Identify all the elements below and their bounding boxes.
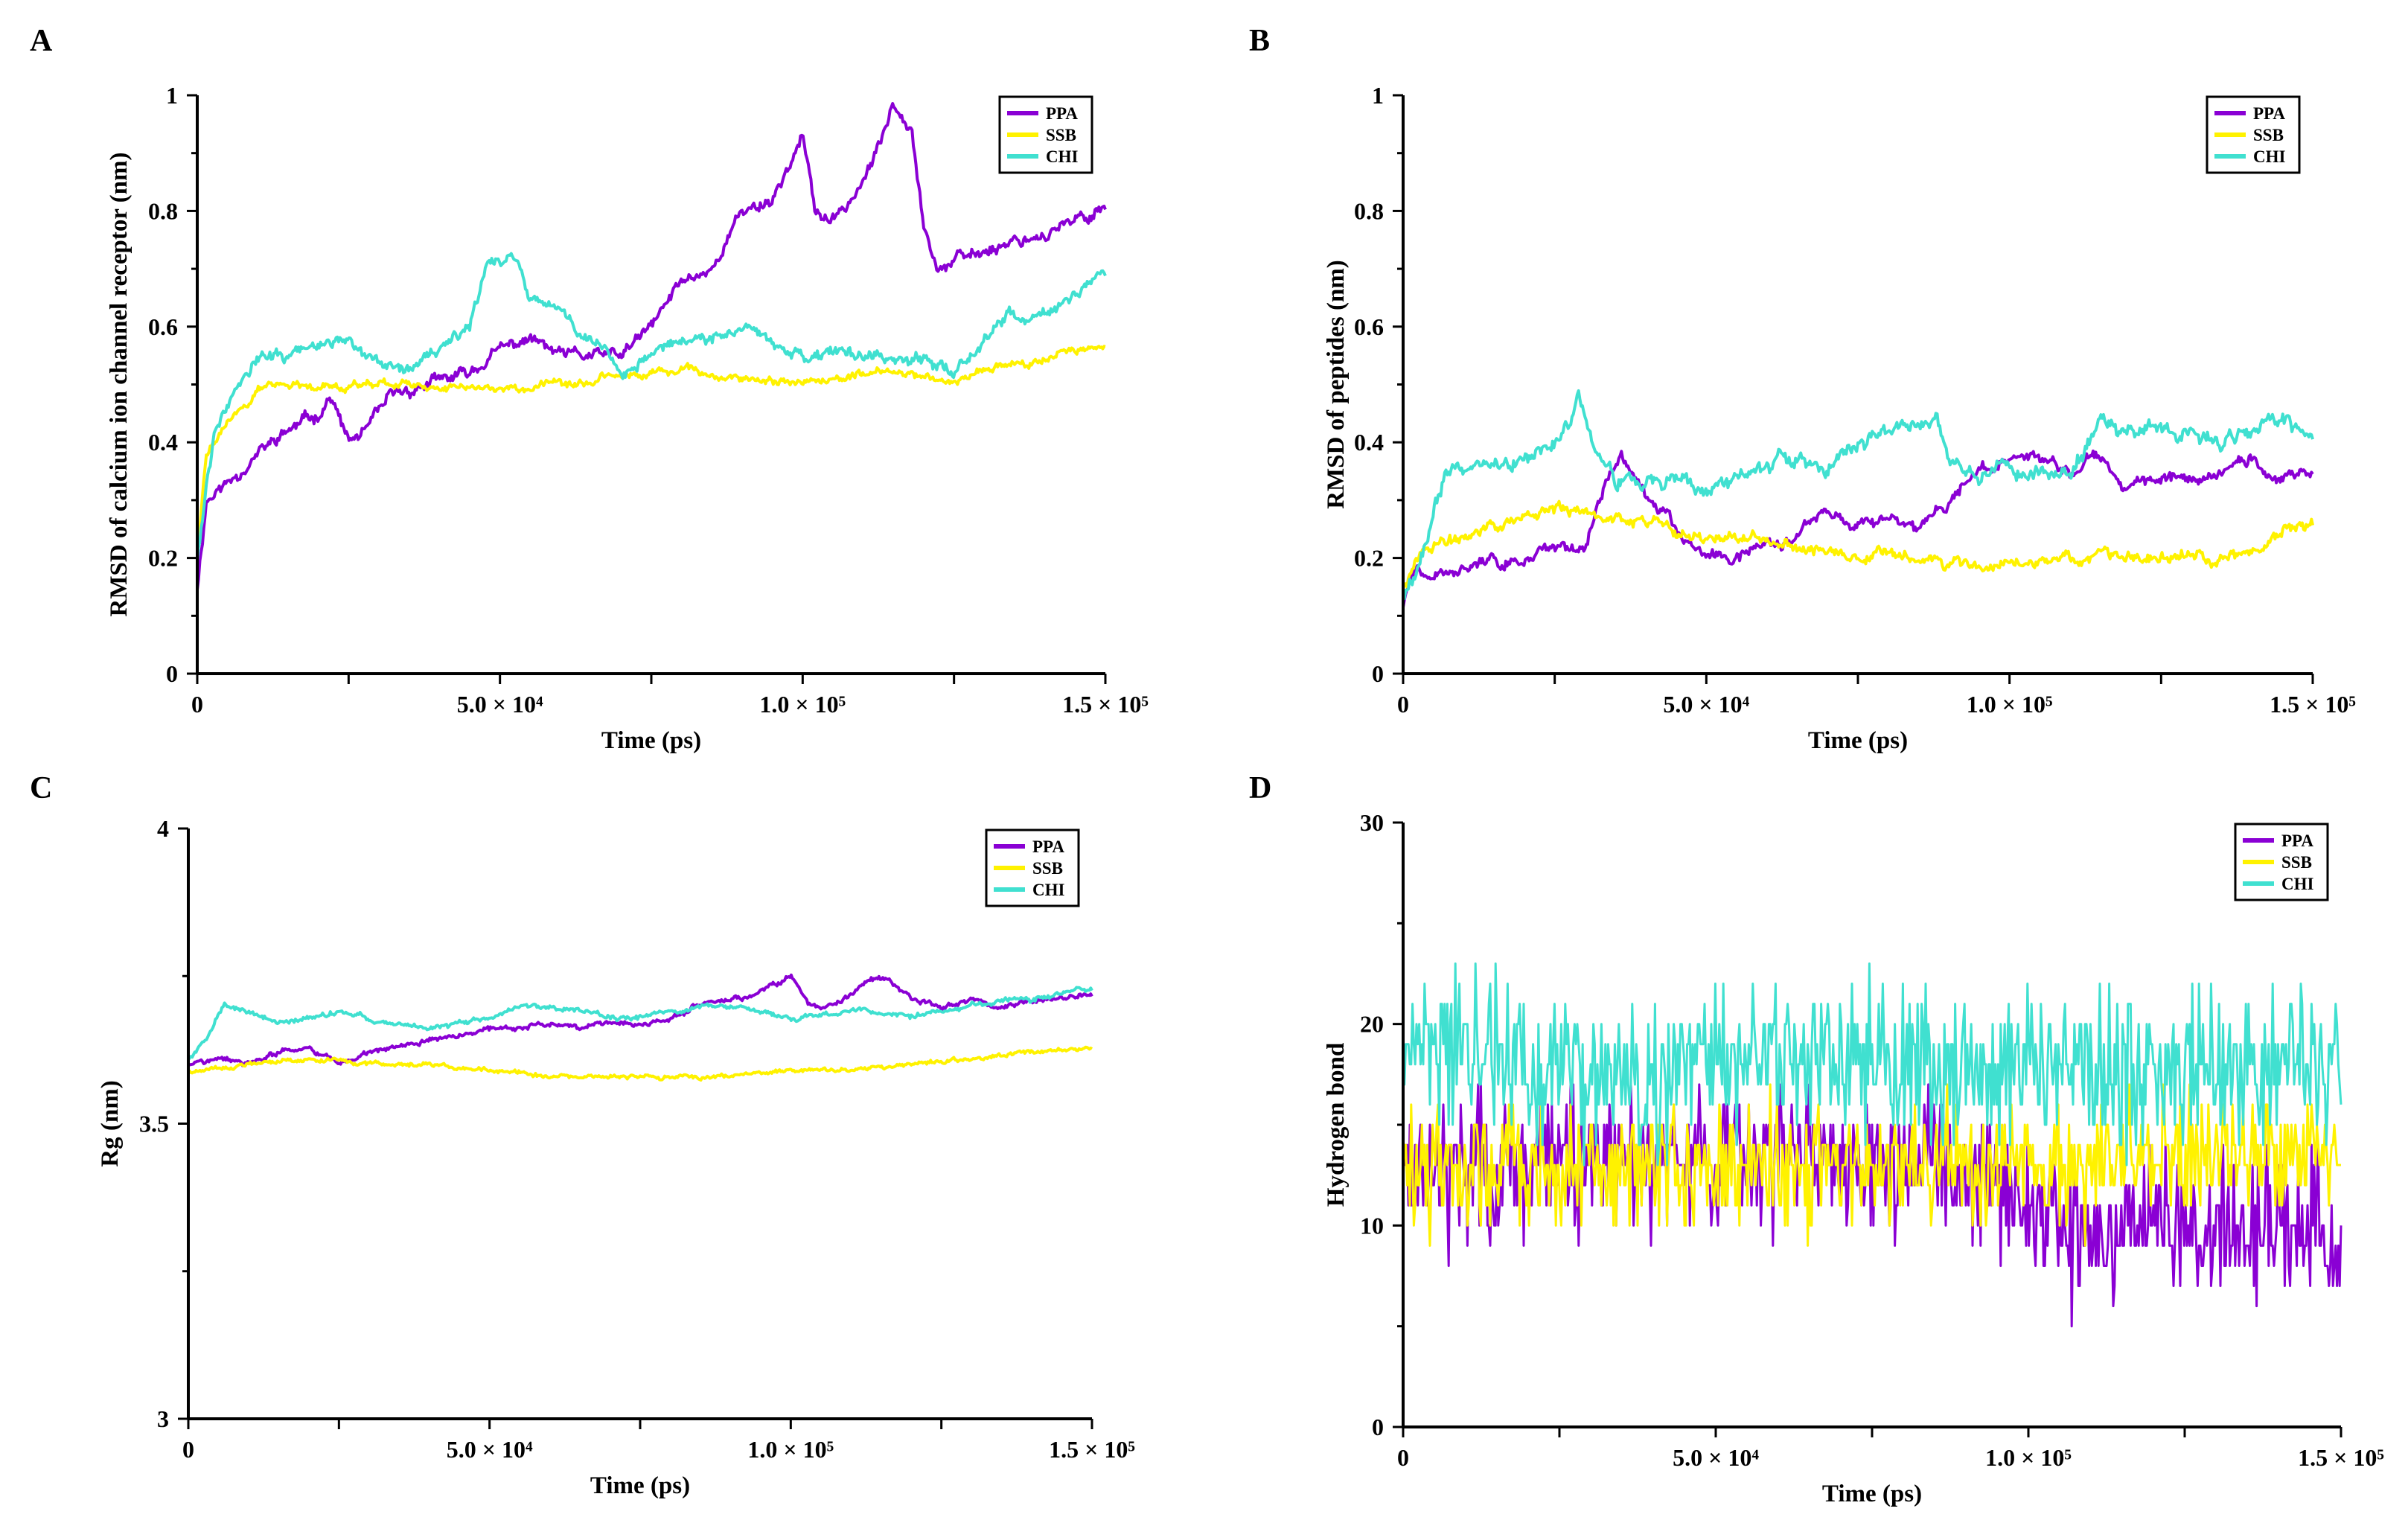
series-line-d-ssb: [1403, 1083, 2341, 1247]
x-tick-label-c: 1.5 × 10⁵: [1049, 1436, 1135, 1463]
legend-b: PPA SSB CHI: [2206, 95, 2301, 174]
x-tick-label-c: 1.0 × 10⁵: [747, 1436, 834, 1463]
y-tick-label-a: 0: [166, 660, 178, 687]
y-tick-label-c: 3.5: [139, 1111, 169, 1137]
y-tick-label-b: 0.8: [1354, 197, 1384, 224]
x-tick-label-a: 0: [191, 691, 203, 718]
y-tick-label-b: 0.6: [1354, 313, 1384, 340]
legend-a: PPA SSB CHI: [998, 95, 1093, 174]
legend-label-b-chi: CHI: [2253, 147, 2286, 166]
y-tick-label-a: 0.4: [148, 429, 178, 456]
y-tick-label-b: 0.4: [1354, 429, 1384, 456]
x-tick-label-d: 1.0 × 10⁵: [1985, 1444, 2072, 1471]
legend-label-b-ppa: PPA: [2253, 104, 2285, 123]
y-tick-label-d: 30: [1360, 809, 1384, 836]
series-line-a-ppa: [197, 102, 1107, 590]
legend-label-a-chi: CHI: [1046, 147, 1079, 166]
series-line-a-chi: [197, 252, 1107, 561]
panel-letter-c: C: [30, 771, 52, 805]
legend-label-a-ssb: SSB: [1046, 126, 1076, 144]
series-group-b: [1403, 389, 2314, 608]
x-tick-label-d: 5.0 × 10⁴: [1673, 1444, 1759, 1471]
y-axis-title-d: Hydrogen bond: [1323, 1043, 1350, 1207]
series-group-c: [188, 973, 1093, 1082]
legend-label-a-ppa: PPA: [1046, 104, 1078, 123]
x-axis-title-d: Time (ps): [1822, 1481, 1922, 1507]
legend-c: PPA SSB CHI: [985, 828, 1080, 907]
x-axis-title-b: Time (ps): [1808, 727, 1908, 754]
x-tick-label-a: 1.0 × 10⁵: [759, 691, 846, 718]
chart-a: 0 5.0 × 10⁴ 1.0 × 10⁵ 1.5 × 10⁵ 0 0.2 0.4 0.6 0.…: [106, 82, 1149, 754]
y-tick-label-b: 0.2: [1354, 545, 1384, 572]
series-line-d-chi: [1403, 962, 2342, 1166]
x-tick-label-a: 1.5 × 10⁵: [1062, 691, 1149, 718]
x-tick-label-d: 0: [1397, 1444, 1409, 1471]
y-axis-title-a: RMSD of calcium ion channel receptor (nm…: [106, 153, 132, 617]
series-group-d: [1403, 962, 2342, 1328]
y-tick-label-a: 0.6: [148, 313, 178, 340]
series-line-d-ppa: [1403, 1083, 2342, 1328]
legend-label-d-ppa: PPA: [2281, 831, 2313, 850]
x-tick-label-b: 0: [1397, 691, 1409, 718]
panel-letter-b: B: [1249, 24, 1270, 58]
panel-letter-a: A: [30, 24, 53, 58]
y-tick-label-c: 4: [157, 815, 169, 842]
legend-label-d-chi: CHI: [2281, 875, 2314, 893]
series-line-b-chi: [1403, 389, 2314, 601]
x-tick-label-b: 5.0 × 10⁴: [1663, 691, 1749, 718]
panel-letter-d: D: [1249, 771, 1271, 805]
y-tick-label-d: 20: [1360, 1011, 1384, 1038]
y-axis-title-c: Rg (nm): [97, 1080, 124, 1166]
legend-d: PPA SSB CHI: [2234, 823, 2329, 901]
x-axis-title-a: Time (ps): [601, 727, 701, 754]
y-tick-label-b: 1: [1372, 82, 1384, 109]
y-axis-title-b: RMSD of peptides (nm): [1323, 260, 1350, 509]
y-tick-label-b: 0: [1372, 660, 1384, 687]
legend-label-c-ssb: SSB: [1032, 859, 1063, 878]
x-tick-label-d: 1.5 × 10⁵: [2298, 1444, 2384, 1471]
x-axis-title-c: Time (ps): [590, 1472, 690, 1499]
series-line-c-chi: [188, 986, 1093, 1061]
legend-label-d-ssb: SSB: [2281, 853, 2312, 872]
y-tick-label-d: 10: [1360, 1212, 1384, 1239]
chart-d: 0 5.0 × 10⁴ 1.0 × 10⁵ 1.5 × 10⁵ 0 10 20 30 Time …: [1323, 809, 2384, 1507]
legend-label-c-chi: CHI: [1032, 881, 1065, 899]
y-tick-label-a: 1: [166, 82, 178, 109]
series-group-a: [197, 102, 1107, 590]
series-line-b-ssb: [1403, 499, 2314, 590]
y-tick-label-a: 0.8: [148, 197, 178, 224]
x-tick-label-b: 1.5 × 10⁵: [2270, 691, 2356, 718]
chart-b: 0 5.0 × 10⁴ 1.0 × 10⁵ 1.5 × 10⁵ 0 0.2 0.4 0.6 0.…: [1323, 82, 2356, 754]
legend-label-b-ssb: SSB: [2253, 126, 2284, 144]
series-line-a-ssb: [197, 345, 1106, 561]
x-tick-label-c: 0: [182, 1436, 194, 1463]
chart-c: 0 5.0 × 10⁴ 1.0 × 10⁵ 1.5 × 10⁵ 3 3.5 4 Time (p…: [97, 815, 1135, 1499]
x-tick-label-b: 1.0 × 10⁵: [1967, 691, 2053, 718]
x-tick-label-c: 5.0 × 10⁴: [447, 1436, 533, 1463]
y-tick-label-a: 0.2: [148, 545, 178, 572]
y-tick-label-d: 0: [1372, 1414, 1384, 1440]
x-tick-label-a: 5.0 × 10⁴: [457, 691, 543, 718]
y-tick-label-c: 3: [157, 1405, 169, 1432]
series-line-c-ppa: [188, 973, 1093, 1067]
legend-label-c-ppa: PPA: [1032, 837, 1064, 856]
series-line-c-ssb: [188, 1045, 1093, 1082]
series-line-b-ppa: [1403, 449, 2314, 608]
